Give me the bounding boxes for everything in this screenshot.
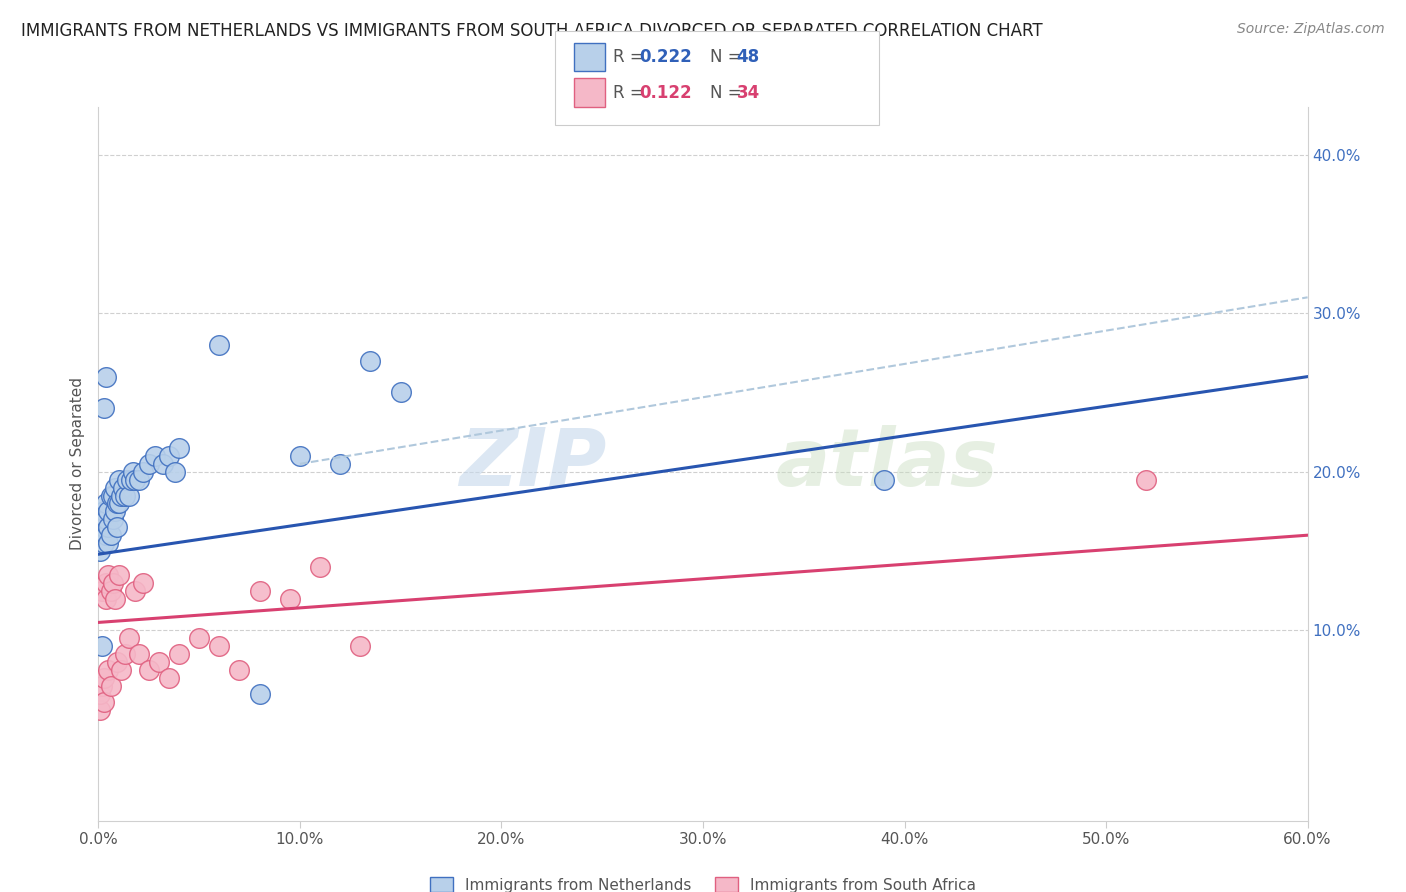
Point — [97, 663, 120, 677]
Point — [93, 536, 115, 550]
Point — [208, 639, 231, 653]
Point — [100, 679, 122, 693]
Point — [148, 655, 170, 669]
Point — [89, 544, 111, 558]
Point — [114, 647, 136, 661]
Text: ZIP: ZIP — [458, 425, 606, 503]
Point — [128, 647, 150, 661]
Point — [118, 632, 141, 646]
Text: 0.222: 0.222 — [640, 48, 693, 66]
Point — [128, 473, 150, 487]
Point — [96, 591, 118, 606]
Text: N =: N = — [710, 84, 747, 102]
Point — [188, 632, 211, 646]
Point — [105, 520, 128, 534]
Text: 0.122: 0.122 — [640, 84, 692, 102]
Point — [105, 655, 128, 669]
Point — [93, 671, 115, 685]
Text: R =: R = — [613, 48, 650, 66]
Point — [100, 528, 122, 542]
Point — [167, 647, 190, 661]
Text: R =: R = — [613, 84, 650, 102]
Point — [132, 465, 155, 479]
Point — [97, 536, 120, 550]
Point — [114, 489, 136, 503]
Point — [97, 567, 120, 582]
Point — [101, 512, 124, 526]
Point — [96, 369, 118, 384]
Point — [110, 663, 132, 677]
Point — [93, 520, 115, 534]
Point — [89, 687, 111, 701]
Point — [138, 457, 160, 471]
Point — [96, 575, 118, 590]
Point — [103, 504, 125, 518]
Point — [89, 703, 111, 717]
Point — [1135, 473, 1157, 487]
Point — [115, 473, 138, 487]
Text: IMMIGRANTS FROM NETHERLANDS VS IMMIGRANTS FROM SOUTH AFRICA DIVORCED OR SEPARATE: IMMIGRANTS FROM NETHERLANDS VS IMMIGRANT… — [21, 22, 1043, 40]
Point — [100, 489, 122, 503]
Point — [111, 481, 134, 495]
Point — [873, 473, 896, 487]
Text: 48: 48 — [737, 48, 759, 66]
Text: atlas: atlas — [776, 425, 998, 503]
Point — [96, 496, 118, 510]
Point — [118, 489, 141, 503]
Point — [107, 496, 129, 510]
Point — [91, 528, 114, 542]
Point — [93, 401, 115, 416]
Point — [278, 591, 301, 606]
Point — [91, 679, 114, 693]
Point — [103, 481, 125, 495]
Text: 34: 34 — [737, 84, 761, 102]
Point — [138, 663, 160, 677]
Point — [121, 465, 143, 479]
Point — [349, 639, 371, 653]
Point — [93, 695, 115, 709]
Point — [132, 575, 155, 590]
Point — [110, 489, 132, 503]
Point — [100, 583, 122, 598]
Point — [91, 583, 114, 598]
Point — [91, 639, 114, 653]
Point — [163, 465, 186, 479]
Point — [157, 449, 180, 463]
Point — [96, 512, 118, 526]
Point — [105, 496, 128, 510]
Point — [249, 583, 271, 598]
Y-axis label: Divorced or Separated: Divorced or Separated — [70, 377, 86, 550]
Point — [101, 489, 124, 503]
Point — [167, 441, 190, 455]
Point — [228, 663, 250, 677]
Text: N =: N = — [710, 48, 747, 66]
Point — [309, 560, 332, 574]
Point — [389, 385, 412, 400]
Point — [97, 520, 120, 534]
Legend: Immigrants from Netherlands, Immigrants from South Africa: Immigrants from Netherlands, Immigrants … — [425, 871, 981, 892]
Point — [360, 353, 382, 368]
Point — [107, 473, 129, 487]
Point — [93, 504, 115, 518]
Point — [124, 473, 146, 487]
Point — [120, 473, 142, 487]
Point — [249, 687, 271, 701]
Point — [288, 449, 311, 463]
Point — [103, 591, 125, 606]
Text: Source: ZipAtlas.com: Source: ZipAtlas.com — [1237, 22, 1385, 37]
Point — [143, 449, 166, 463]
Point — [329, 457, 352, 471]
Point — [107, 567, 129, 582]
Point — [152, 457, 174, 471]
Point — [157, 671, 180, 685]
Point — [101, 575, 124, 590]
Point — [208, 338, 231, 352]
Point — [91, 512, 114, 526]
Point — [97, 504, 120, 518]
Point — [96, 528, 118, 542]
Point — [124, 583, 146, 598]
